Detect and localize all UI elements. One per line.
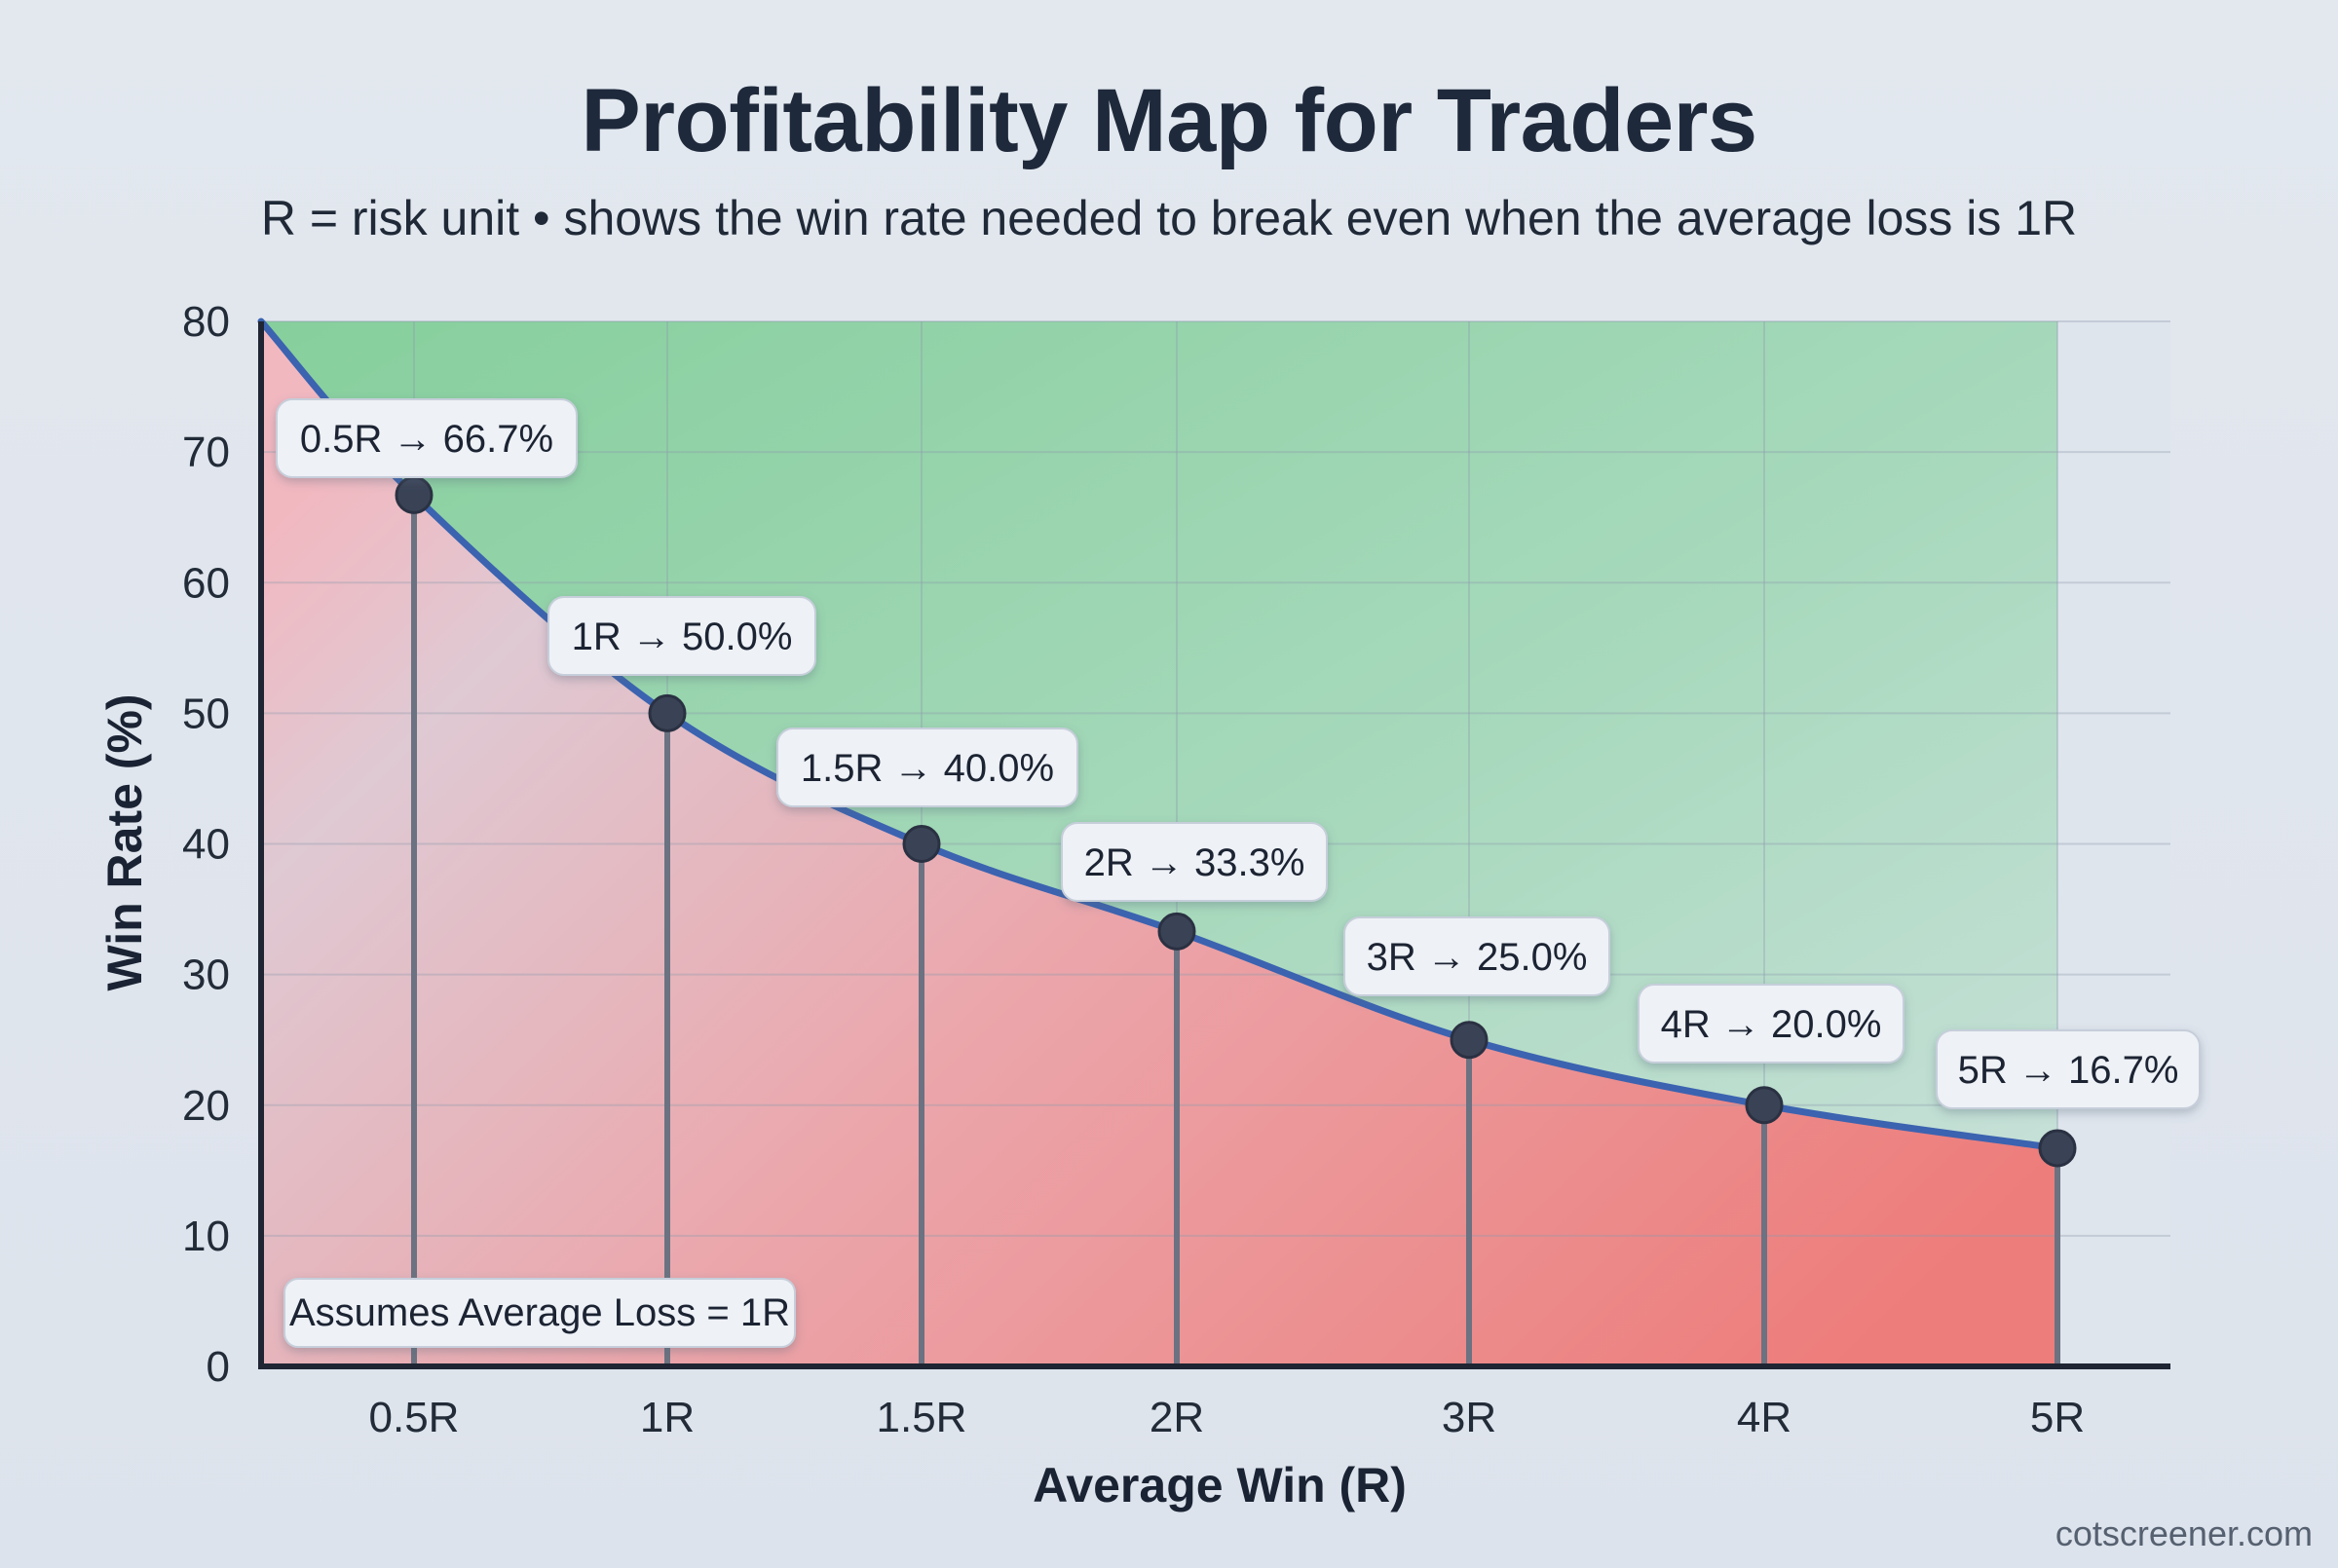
assumption-note: Assumes Average Loss = 1R <box>283 1278 796 1348</box>
data-point-marker <box>648 693 687 732</box>
point-callout: 4R → 20.0% <box>1638 984 1904 1064</box>
unprofitable-region <box>261 321 2057 1366</box>
y-tick-label: 80 <box>182 298 230 346</box>
data-point-marker <box>902 825 941 863</box>
x-tick-label: 1.5R <box>877 1394 967 1441</box>
x-tick-label: 5R <box>2030 1394 2085 1441</box>
y-tick-label: 40 <box>182 821 230 869</box>
point-callout-label: 0.5R → 66.7% <box>300 418 553 461</box>
watermark: cotscreener.com <box>2055 1513 2313 1553</box>
point-callout-label: 1R → 50.0% <box>572 616 793 658</box>
y-tick-label: 20 <box>182 1082 230 1130</box>
y-axis-label: Win Rate (%) <box>97 693 152 990</box>
point-callout-label: 5R → 16.7% <box>1958 1049 2179 1092</box>
point-callout: 0.5R → 66.7% <box>276 398 578 478</box>
data-point-marker <box>1745 1086 1784 1125</box>
point-callout: 3R → 25.0% <box>1343 916 1610 996</box>
x-tick-label: 3R <box>1442 1394 1496 1441</box>
x-tick-label: 2R <box>1150 1394 1204 1441</box>
data-point-marker <box>1157 912 1196 951</box>
y-tick-label: 50 <box>182 690 230 737</box>
chart-subtitle: R = risk unit • shows the win rate neede… <box>260 191 2078 245</box>
point-callout: 5R → 16.7% <box>1936 1029 2201 1109</box>
y-tick-label: 0 <box>207 1343 230 1391</box>
chart-title: Profitability Map for Traders <box>581 71 1757 170</box>
x-tick-label: 0.5R <box>369 1394 460 1441</box>
data-point-marker <box>1450 1021 1489 1060</box>
point-callout-label: 1.5R → 40.0% <box>801 747 1054 790</box>
right-margin-area <box>2057 321 2170 1366</box>
x-tick-label: 1R <box>640 1394 695 1441</box>
y-tick-label: 10 <box>182 1213 230 1260</box>
break-even-curve <box>257 317 2061 1152</box>
point-callout-label: 2R → 33.3% <box>1084 841 1305 884</box>
point-callout-label: 3R → 25.0% <box>1367 936 1588 979</box>
point-callout: 1R → 50.0% <box>547 596 816 676</box>
data-point-marker <box>2038 1129 2077 1168</box>
point-callout: 2R → 33.3% <box>1061 822 1328 902</box>
point-callout: 1.5R → 40.0% <box>776 728 1078 807</box>
y-tick-label: 60 <box>182 559 230 607</box>
y-tick-label: 30 <box>182 952 230 999</box>
x-axis-label: Average Win (R) <box>1033 1458 1407 1512</box>
data-point-marker <box>395 475 434 514</box>
y-tick-label: 70 <box>182 429 230 476</box>
point-callout-label: 4R → 20.0% <box>1661 1003 1882 1046</box>
assumption-note-text: Assumes Average Loss = 1R <box>289 1291 790 1334</box>
x-tick-label: 4R <box>1737 1394 1791 1441</box>
